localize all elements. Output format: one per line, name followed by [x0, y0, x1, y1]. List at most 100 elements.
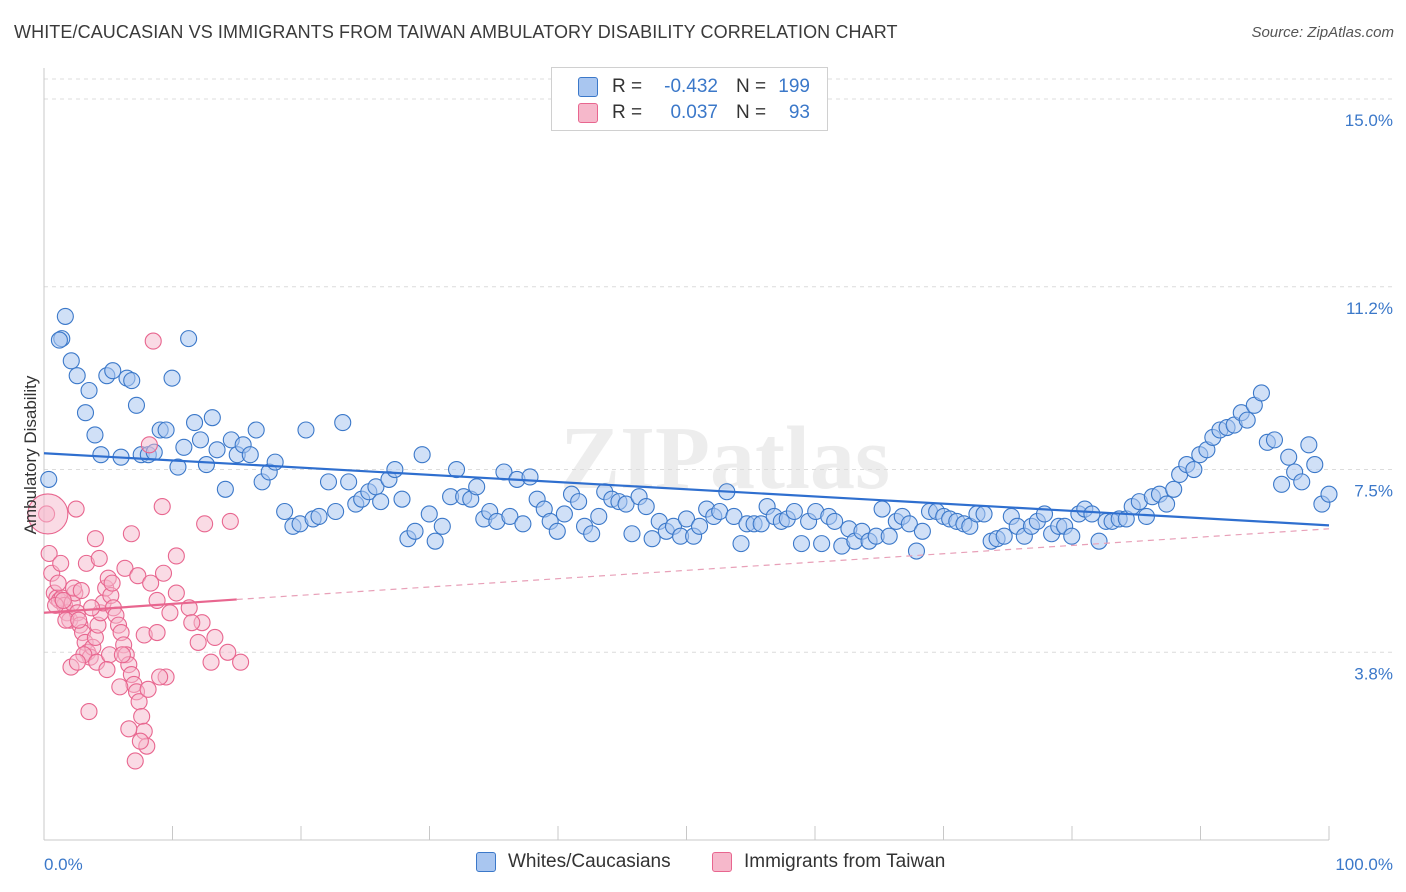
data-point-whites [548, 522, 566, 540]
y-axis-label: Ambulatory Disability [21, 375, 40, 534]
data-point-whites [1306, 456, 1324, 474]
trend-line-whites [43, 452, 1330, 527]
data-point-whites [752, 515, 770, 533]
data-point-whites [266, 453, 284, 471]
data-point-taiwan [120, 720, 138, 738]
data-point-whites [792, 535, 811, 553]
data-point-taiwan [219, 643, 237, 661]
data-point-whites [521, 468, 539, 486]
data-point-whites [1185, 460, 1203, 479]
y-tick-labels: 3.8% 7.5% 11.2% 15.0% [1345, 111, 1393, 683]
data-point-taiwan [54, 591, 72, 609]
data-point-whites [92, 446, 110, 464]
legend-r-label: R = [612, 102, 643, 123]
data-point-taiwan [98, 661, 116, 679]
data-point-whites [880, 527, 898, 545]
y-tick-label: 15.0% [1345, 111, 1393, 130]
data-point-taiwan [49, 574, 67, 592]
data-point-whites [711, 502, 729, 521]
data-point-taiwan [82, 599, 101, 617]
data-point-taiwan [148, 623, 166, 642]
data-point-taiwan [111, 678, 129, 696]
data-point-whites [1238, 411, 1256, 429]
data-point-whites [637, 498, 655, 516]
data-point-whites [80, 381, 98, 400]
data-point-whites [570, 493, 588, 511]
data-point-whites [163, 369, 181, 387]
data-point-taiwan [122, 525, 140, 543]
data-point-whites [191, 431, 210, 449]
data-point-taiwan [86, 530, 104, 548]
data-point-whites [276, 502, 294, 521]
legend-n-value: 93 [788, 102, 810, 123]
legend-n-value: 199 [778, 76, 810, 97]
data-point-whites [583, 525, 601, 543]
data-point-whites [372, 493, 390, 511]
data-point-whites [334, 414, 352, 432]
trend-line-taiwan [43, 598, 237, 614]
data-point-whites [907, 542, 926, 560]
data-point-whites [913, 522, 931, 540]
data-point-taiwan [183, 614, 201, 632]
swatch-blue [476, 852, 496, 872]
data-point-whites [86, 426, 104, 444]
data-point-taiwan [129, 567, 147, 585]
data-point-whites [197, 456, 215, 474]
source-label: Source: ZipAtlas.com [1251, 24, 1394, 41]
data-point-whites [169, 458, 187, 476]
data-point-whites [1265, 431, 1284, 449]
data-point-whites [76, 404, 95, 422]
data-point-taiwan [72, 581, 90, 600]
data-point-whites [185, 414, 204, 432]
data-point-whites [1273, 475, 1291, 493]
data-point-whites [40, 470, 58, 488]
data-point-whites [1158, 495, 1176, 513]
data-point-whites [1165, 480, 1183, 498]
data-point-whites [393, 490, 411, 508]
bottom-legend: Whites/Caucasians Immigrants from Taiwan [0, 851, 1406, 879]
data-point-taiwan [80, 703, 98, 721]
data-point-whites [785, 502, 803, 521]
data-point-whites [327, 502, 345, 521]
grid-lines [44, 78, 1393, 653]
legend-row-whites: R = -0.432 N = 199 [578, 75, 810, 99]
bottom-legend-whites: Whites/Caucasians [476, 851, 671, 873]
data-point-taiwan [67, 500, 85, 518]
data-point-whites [725, 507, 743, 526]
data-point-whites [555, 505, 573, 523]
data-point-taiwan [133, 707, 151, 726]
legend-n-label: N = [736, 102, 767, 123]
data-point-whites [447, 460, 466, 479]
data-point-whites [501, 507, 519, 526]
legend-swatch-blue [578, 77, 598, 97]
data-point-taiwan [139, 680, 157, 698]
data-point-whites [203, 409, 221, 427]
data-point-taiwan [232, 653, 250, 671]
data-point-taiwan-large [27, 493, 69, 535]
series-taiwan-points [27, 332, 250, 770]
data-point-taiwan [126, 752, 144, 770]
data-point-whites [319, 473, 338, 491]
data-point-taiwan [167, 584, 185, 602]
y-tick-label: 7.5% [1354, 482, 1393, 501]
data-point-taiwan [144, 332, 162, 350]
data-point-whites [426, 532, 444, 550]
data-point-taiwan [142, 574, 160, 592]
data-point-whites [514, 515, 532, 533]
data-point-taiwan [103, 574, 121, 592]
data-point-taiwan [196, 515, 214, 533]
data-point-taiwan [154, 564, 173, 582]
data-point-whites [873, 500, 891, 518]
data-point-taiwan [189, 633, 207, 651]
data-point-taiwan [221, 512, 239, 530]
data-point-whites [62, 352, 80, 370]
data-point-whites [180, 330, 198, 348]
data-point-whites [104, 362, 122, 380]
y-tick-label: 11.2% [1346, 299, 1393, 318]
data-point-taiwan [113, 646, 131, 664]
data-point-whites [50, 331, 68, 349]
data-point-whites [623, 525, 641, 543]
x-tick-label-min: 0.0% [44, 855, 83, 874]
data-point-whites [1293, 473, 1311, 491]
